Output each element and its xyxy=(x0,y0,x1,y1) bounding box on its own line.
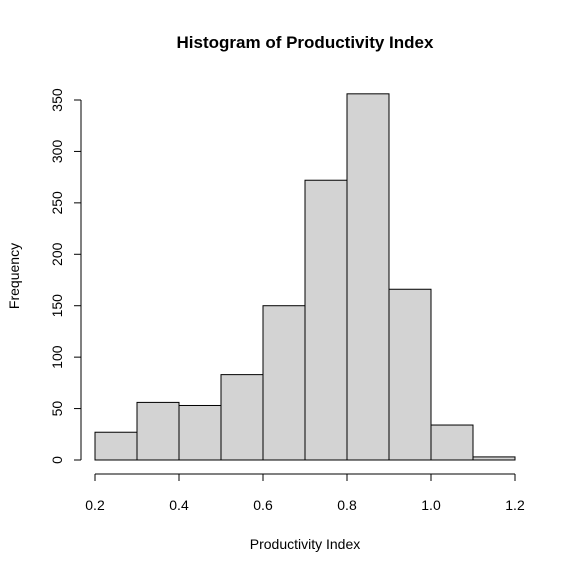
histogram-bar-2 xyxy=(178,404,222,461)
y-tick-label-6: 300 xyxy=(49,140,65,164)
y-axis-label: Frequency xyxy=(6,243,22,309)
y-tick-label-0: 0 xyxy=(49,456,65,464)
x-axis-label: Productivity Index xyxy=(250,536,361,552)
x-tick-label-3: 0.8 xyxy=(337,497,357,513)
histogram-bar-9 xyxy=(472,456,516,461)
bars-group xyxy=(94,93,516,461)
y-axis: 0 50 100 150 200 250 300 350 xyxy=(49,88,82,464)
x-tick-label-5: 1.2 xyxy=(505,497,525,513)
x-tick-label-4: 1.0 xyxy=(421,497,441,513)
histogram-bar-6 xyxy=(346,93,390,461)
y-tick-label-2: 100 xyxy=(49,345,65,369)
histogram-bar-8 xyxy=(430,424,474,461)
y-tick-label-3: 150 xyxy=(49,294,65,318)
x-tick-label-0: 0.2 xyxy=(85,497,105,513)
x-tick-label-2: 0.6 xyxy=(253,497,273,513)
chart-title: Histogram of Productivity Index xyxy=(177,33,434,52)
y-tick-label-4: 200 xyxy=(49,242,65,266)
y-tick-label-5: 250 xyxy=(49,191,65,215)
histogram-bar-7 xyxy=(388,288,432,461)
histogram-bar-0 xyxy=(94,431,138,461)
histogram-bar-1 xyxy=(136,401,180,461)
x-axis: 0.2 0.4 0.6 0.8 1.0 1.2 xyxy=(85,473,525,513)
histogram-bar-4 xyxy=(262,305,306,461)
histogram-bar-5 xyxy=(304,179,348,461)
x-tick-label-1: 0.4 xyxy=(169,497,189,513)
histogram-bar-3 xyxy=(220,374,264,461)
y-tick-label-1: 50 xyxy=(49,401,65,417)
y-tick-label-7: 350 xyxy=(49,88,65,112)
